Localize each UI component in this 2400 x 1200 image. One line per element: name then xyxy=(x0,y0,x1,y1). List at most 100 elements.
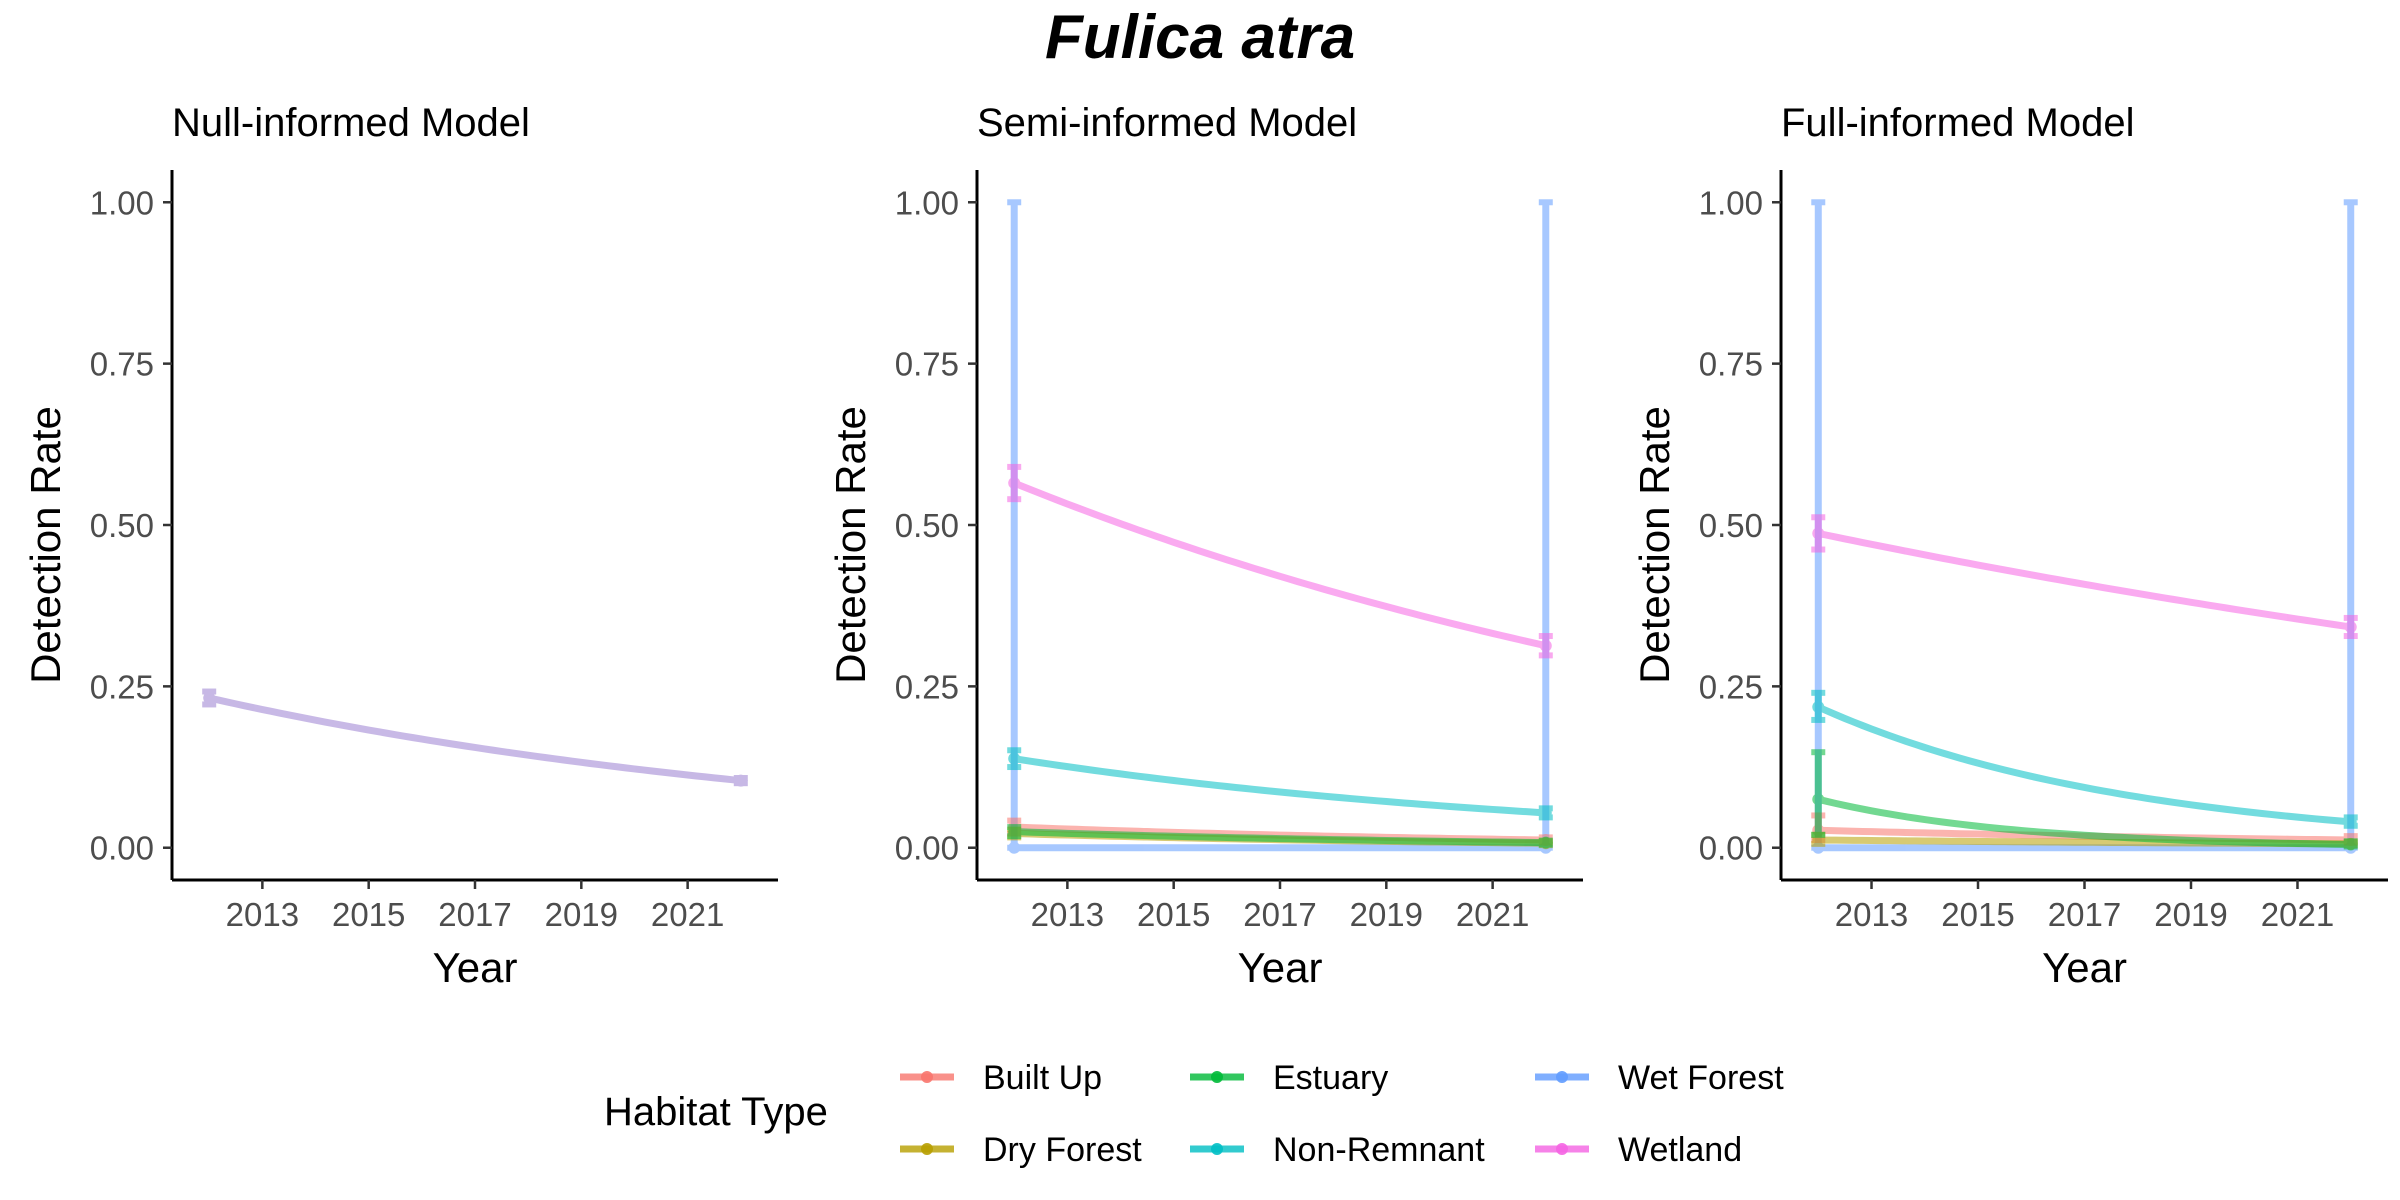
panel-title: Null-informed Model xyxy=(172,101,530,145)
legend-label: Wetland xyxy=(1618,1131,1742,1169)
x-axis-title: Year xyxy=(433,944,518,991)
x-tick-label: 2019 xyxy=(2154,896,2227,933)
series-line xyxy=(205,694,745,785)
legend-item-wet-forest: Wet Forest xyxy=(1535,1059,1784,1097)
y-tick-label: 1.00 xyxy=(895,184,959,221)
legend-key-point xyxy=(1556,1071,1568,1083)
legend-items: Built Up Dry Forest Estuary Non-Remnant Wet … xyxy=(900,1059,1784,1169)
legend-item-wetland: Wetland xyxy=(1535,1131,1742,1169)
panel-title: Full-informed Model xyxy=(1781,101,2134,145)
data-point xyxy=(2344,815,2357,828)
series-line xyxy=(1814,529,2355,631)
y-axis-title: Detection Rate xyxy=(1631,406,1678,684)
y-tick-label: 0.00 xyxy=(1699,830,1763,867)
y-tick-label: 1.00 xyxy=(1699,184,1763,221)
series-non-remnant xyxy=(1007,747,1553,821)
panel-2: Semi-informed Model 0.00 0.25 0.50 0.75 1.00 2… xyxy=(827,101,1583,991)
legend: Habitat Type Built Up Dry Forest Estuary No… xyxy=(604,1059,1784,1169)
y-tick-label: 0.25 xyxy=(90,668,154,705)
x-tick-label: 2015 xyxy=(1137,896,1210,933)
x-tick-label: 2019 xyxy=(545,896,618,933)
series-group xyxy=(1007,199,1553,854)
y-tick-label: 0.50 xyxy=(895,507,959,544)
x-tick-label: 2017 xyxy=(438,896,511,933)
y-tick-label: 0.25 xyxy=(1699,668,1763,705)
legend-key-point xyxy=(1211,1143,1223,1155)
data-point xyxy=(1008,825,1021,838)
y-tick-label: 0.00 xyxy=(90,830,154,867)
series-group xyxy=(1811,199,2358,854)
series-non-remnant xyxy=(1811,689,2358,829)
legend-key-point xyxy=(921,1071,933,1083)
y-axis-title: Detection Rate xyxy=(22,406,69,684)
data-point xyxy=(1539,806,1552,819)
legend-key-point xyxy=(1556,1143,1568,1155)
legend-label: Built Up xyxy=(983,1059,1102,1097)
figure-title: Fulica atra xyxy=(1045,3,1355,72)
x-tick-label: 2017 xyxy=(1243,896,1316,933)
series-overall xyxy=(202,688,748,787)
y-tick-label: 0.25 xyxy=(895,668,959,705)
panel-1: Null-informed Model 0.00 0.25 0.50 0.75 1.00 2… xyxy=(22,101,778,991)
series-estuary xyxy=(1007,824,1553,849)
panel-3: Full-informed Model 0.00 0.25 0.50 0.75 1.00 2… xyxy=(1631,101,2388,991)
series-line xyxy=(1814,703,2355,826)
series-wetland xyxy=(1007,463,1553,659)
legend-item-non-remnant: Non-Remnant xyxy=(1190,1131,1485,1169)
x-tick-label: 2021 xyxy=(2261,896,2334,933)
legend-label: Dry Forest xyxy=(983,1131,1142,1169)
legend-item-dry-forest: Dry Forest xyxy=(900,1131,1142,1169)
legend-key-point xyxy=(921,1143,933,1155)
legend-key-point xyxy=(1211,1071,1223,1083)
x-tick-label: 2021 xyxy=(651,896,724,933)
data-point xyxy=(2344,838,2357,851)
data-point xyxy=(1539,836,1552,849)
x-tick-label: 2021 xyxy=(1456,896,1529,933)
series-group xyxy=(202,688,748,787)
y-tick-label: 0.00 xyxy=(895,830,959,867)
x-tick-label: 2019 xyxy=(1350,896,1423,933)
y-tick-label: 0.50 xyxy=(1699,507,1763,544)
y-tick-label: 0.75 xyxy=(90,346,154,383)
legend-label: Non-Remnant xyxy=(1273,1131,1485,1169)
data-point xyxy=(734,774,747,787)
data-point xyxy=(2344,620,2357,633)
series-line xyxy=(1010,755,1550,817)
series-wetland xyxy=(1811,514,2358,640)
y-axis-title: Detection Rate xyxy=(827,406,874,684)
series-wet-forest xyxy=(1007,199,1553,854)
series-estuary xyxy=(1811,749,2358,851)
data-point xyxy=(1812,793,1825,806)
x-tick-label: 2013 xyxy=(1835,896,1908,933)
y-tick-label: 1.00 xyxy=(90,184,154,221)
data-point xyxy=(1539,639,1552,652)
panel-title: Semi-informed Model xyxy=(977,101,1357,145)
x-tick-label: 2013 xyxy=(226,896,299,933)
y-tick-label: 0.75 xyxy=(895,346,959,383)
legend-title: Habitat Type xyxy=(604,1090,828,1134)
x-tick-label: 2015 xyxy=(1941,896,2014,933)
x-tick-label: 2017 xyxy=(2048,896,2121,933)
series-wet-forest xyxy=(1811,199,2358,854)
legend-item-estuary: Estuary xyxy=(1190,1059,1388,1097)
x-axis-title: Year xyxy=(1238,944,1323,991)
x-tick-label: 2013 xyxy=(1031,896,1104,933)
series-line xyxy=(1814,795,2355,848)
legend-label: Wet Forest xyxy=(1618,1059,1784,1097)
series-line xyxy=(1010,828,1550,847)
data-point xyxy=(1812,527,1825,540)
panels: Null-informed Model 0.00 0.25 0.50 0.75 1.00 2… xyxy=(22,101,2388,991)
data-point xyxy=(203,691,216,704)
data-point xyxy=(1008,477,1021,490)
data-point xyxy=(1008,752,1021,765)
series-line xyxy=(1010,479,1550,650)
x-axis-title: Year xyxy=(2042,944,2127,991)
data-point xyxy=(1812,701,1825,714)
data-point xyxy=(1008,841,1021,854)
legend-label: Estuary xyxy=(1273,1059,1388,1097)
legend-item-built-up: Built Up xyxy=(900,1059,1102,1097)
y-tick-label: 0.50 xyxy=(90,507,154,544)
x-tick-label: 2015 xyxy=(332,896,405,933)
y-tick-label: 0.75 xyxy=(1699,346,1763,383)
